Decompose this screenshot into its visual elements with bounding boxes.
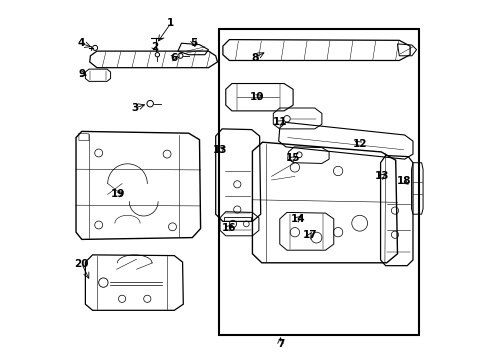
Text: 19: 19 [111,189,125,199]
Text: 13: 13 [212,145,227,156]
Text: 8: 8 [250,53,258,63]
Text: 16: 16 [222,222,236,233]
Text: 7: 7 [276,339,284,349]
Text: 17: 17 [302,230,317,240]
Text: 9: 9 [78,69,85,79]
Text: 12: 12 [352,139,366,149]
Text: 4: 4 [77,38,84,48]
Text: 3: 3 [131,103,138,113]
Text: 6: 6 [170,53,178,63]
Text: 1: 1 [167,18,174,28]
Text: 2: 2 [151,42,158,52]
Text: 10: 10 [249,92,264,102]
Text: 11: 11 [273,117,287,127]
Text: 14: 14 [290,214,305,224]
Text: 18: 18 [396,176,410,186]
Text: 20: 20 [74,259,89,269]
Text: 5: 5 [190,38,197,48]
Text: 13: 13 [374,171,388,181]
Bar [219,29,418,335]
Text: 15: 15 [285,153,300,163]
